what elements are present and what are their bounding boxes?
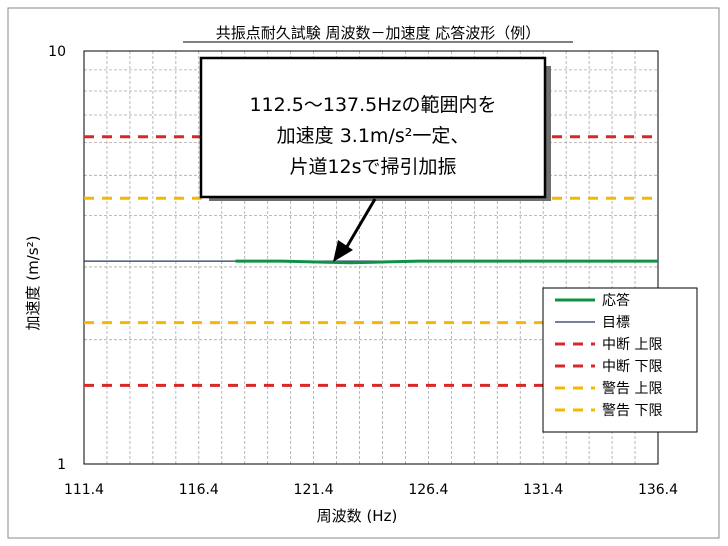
- x-tick-label: 111.4: [64, 482, 104, 498]
- callout-arrow-head: [333, 240, 353, 262]
- y-tick-label: 1: [57, 457, 66, 473]
- x-tick-label: 116.4: [179, 482, 219, 498]
- callout-line-1: 112.5～137.5Hzの範囲内を: [249, 94, 496, 116]
- y-axis-label: 加速度 (m/s²): [24, 236, 42, 331]
- legend-label: 目標: [602, 315, 630, 331]
- legend-label: 応答: [602, 292, 630, 309]
- y-tick-label: 10: [48, 44, 66, 60]
- legend-label: 中断 上限: [602, 337, 662, 353]
- series-line-0: [235, 259, 658, 265]
- series-layer: [84, 135, 658, 387]
- callout-box: [199, 56, 547, 199]
- x-tick-label: 131.4: [523, 482, 563, 498]
- x-tick-label: 121.4: [294, 482, 334, 498]
- annotation-callout: 112.5～137.5Hzの範囲内を 加速度 3.1m/s²一定、 片道12sで…: [199, 56, 551, 262]
- x-axis-label: 周波数 (Hz): [317, 507, 398, 525]
- x-tick-label: 136.4: [638, 482, 678, 498]
- legend-label: 警告 下限: [602, 403, 662, 419]
- y-tick-labels: 1 10: [48, 44, 66, 473]
- callout-arrow-shaft: [343, 198, 377, 251]
- x-tick-labels: 111.4 116.4 121.4 126.4 131.4 136.4: [64, 482, 678, 498]
- legend-box: [542, 287, 698, 433]
- chart-title: 共振点耐久試験 周波数－加速度 応答波形（例）: [216, 24, 541, 42]
- legend-label: 中断 下限: [602, 359, 662, 375]
- callout-line-2: 加速度 3.1m/s²一定、: [277, 125, 470, 147]
- legend-label: 警告 上限: [602, 381, 662, 397]
- x-tick-label: 126.4: [408, 482, 448, 498]
- plot-area: [83, 50, 659, 465]
- callout-line-3: 片道12sで掃引加振: [289, 156, 456, 178]
